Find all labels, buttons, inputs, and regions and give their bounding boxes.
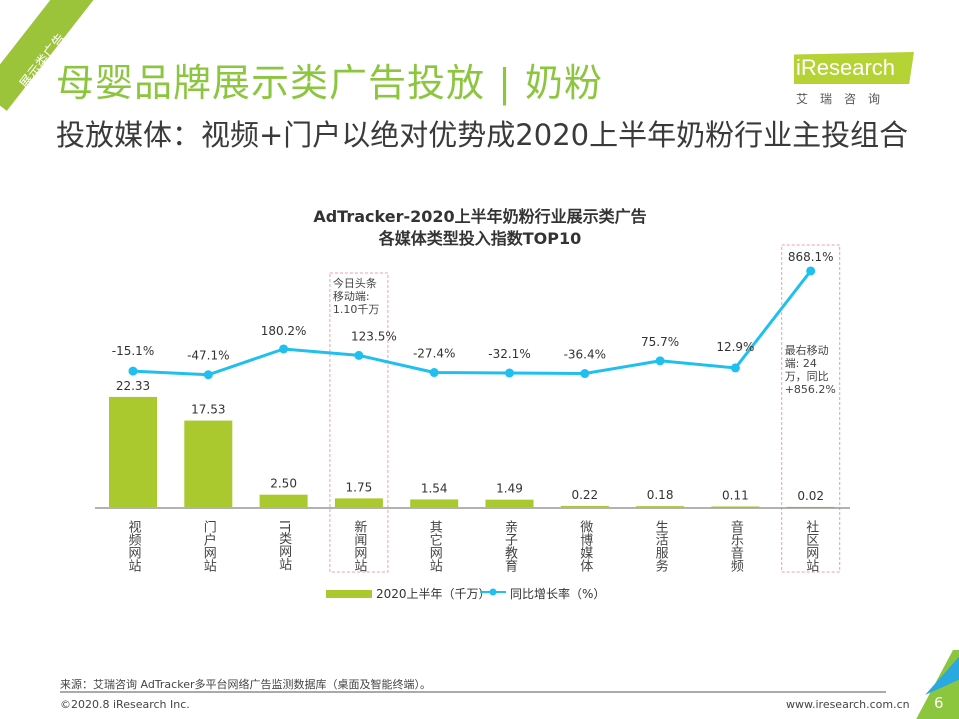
growth-label: -32.1% [488,347,530,361]
growth-label: -47.1% [187,349,229,363]
bar [184,420,233,507]
bar-label: 1.75 [346,480,373,494]
logo-text: iResearch [796,55,896,80]
chart-title-line1: AdTracker-2020上半年奶粉行业展示类广告 [313,207,646,226]
growth-label: 868.1% [788,250,834,264]
bar-label: 1.54 [421,481,448,495]
annotation-text: 最右移动 [785,343,829,357]
growth-point [203,370,213,380]
logo-background [794,52,914,84]
bar-label: 0.02 [797,489,824,503]
bar [259,494,308,507]
annotation-text: 移动端: [333,290,370,303]
category-label: 微博媒体 [577,520,593,572]
growth-label: 123.5% [351,329,397,343]
page-number: 6 [934,694,944,712]
footer-source: 来源：艾瑞咨询 AdTracker多平台网络广告监测数据库（桌面及智能终端）。 [60,678,431,691]
bar-label: 0.22 [571,488,598,502]
category-label: 其它网站 [427,520,443,572]
footer-copyright: ©2020.8 iResearch Inc. [60,698,190,711]
bar [410,499,459,507]
growth-label: -15.1% [112,344,154,358]
annotation-box [329,272,389,573]
logo-cn: 艾瑞咨询 [796,92,893,106]
growth-label: 180.2% [261,324,307,338]
growth-point [655,356,665,366]
legend-line-label: 同比增长率（%） [510,586,605,601]
growth-label: -27.4% [413,347,455,361]
growth-point [580,369,590,379]
growth-point [429,368,439,378]
category-label: IT类网站 [276,520,292,571]
category-label: 门户网站 [201,520,217,572]
bar-label: 17.53 [191,403,225,417]
category-label: 新闻网站 [351,519,367,572]
annotation-box [781,244,841,573]
bar-label: 0.11 [722,488,749,502]
page-subtitle: 投放媒体：视频+门户以绝对优势成2020上半年奶粉行业主投组合 [56,118,909,152]
growth-label: -36.4% [564,348,606,362]
footer-divider [60,691,886,693]
legend-line-marker [489,588,497,596]
bar-label: 0.18 [647,488,674,502]
category-label: 生活服务 [653,520,669,572]
category-label: 音乐音频 [728,519,744,572]
bar-label: 1.49 [496,482,523,496]
growth-point [354,350,364,360]
bar [560,505,609,507]
bar-label: 22.33 [116,379,150,393]
growth-label: 75.7% [641,335,679,349]
growth-point [505,368,514,378]
growth-point [806,266,816,276]
growth-label: 12.9% [716,340,754,354]
category-label: 视频网站 [126,520,142,572]
legend-bar-swatch [326,590,372,598]
growth-point [730,363,740,373]
annotation-text: +856.2% [785,383,836,396]
bar [636,506,685,507]
bar [109,396,157,507]
annotation-text: 万，同比 [785,370,829,383]
chart-title-line2: 各媒体类型投入指数TOP10 [378,229,582,248]
annotation-text: 今日头条 [333,276,377,290]
bar-label: 2.50 [270,477,297,491]
annotation-text: 1.10千万 [333,303,380,316]
bar [334,498,383,507]
category-label: 社区网站 [803,519,819,572]
bar [485,499,534,507]
growth-line [132,270,812,377]
growth-point [128,366,138,376]
bar [711,506,760,508]
annotation-text: 端: 24 [785,357,817,370]
growth-point [279,344,289,354]
page-title: 母婴品牌展示类广告投放 | 奶粉 [56,61,603,105]
category-label: 亲子教育 [502,520,518,573]
legend-bar-label: 2020上半年（千万） [376,587,491,601]
footer-website: www.iresearch.com.cn [786,698,910,711]
